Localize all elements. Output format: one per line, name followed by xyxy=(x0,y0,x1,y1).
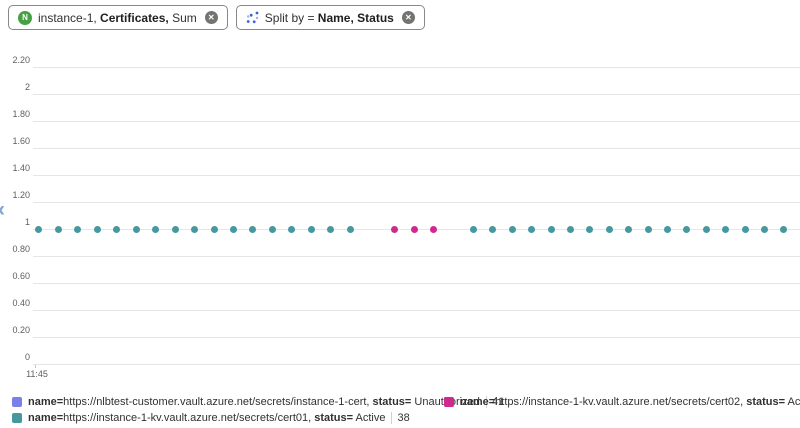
data-point[interactable] xyxy=(151,225,159,233)
gridline xyxy=(33,148,800,149)
data-point[interactable] xyxy=(429,225,437,233)
data-point[interactable] xyxy=(93,225,101,233)
gridline xyxy=(33,256,800,257)
y-axis-label: 0.80 xyxy=(12,244,30,254)
legend-item-label: name=https://instance-1-kv.vault.azure.n… xyxy=(460,396,800,408)
data-point[interactable] xyxy=(527,225,535,233)
data-point[interactable] xyxy=(390,225,398,233)
data-point[interactable] xyxy=(741,225,749,233)
data-point[interactable] xyxy=(190,225,198,233)
gridline xyxy=(33,175,800,176)
data-point[interactable] xyxy=(624,225,632,233)
data-point[interactable] xyxy=(171,225,179,233)
gridline xyxy=(33,67,800,68)
y-axis-label: 2 xyxy=(24,82,30,92)
split-by-pill[interactable]: Split by = Name, Status ✕ xyxy=(235,5,425,30)
legend-item[interactable]: name=https://nlbtest-customer.vault.azur… xyxy=(12,396,504,408)
legend-item[interactable]: name=https://instance-1-kv.vault.azure.n… xyxy=(12,412,410,424)
data-point[interactable] xyxy=(566,225,574,233)
legend-item[interactable]: name=https://instance-1-kv.vault.azure.n… xyxy=(444,396,800,408)
metric-pill[interactable]: N instance-1, Certificates, Sum ✕ xyxy=(8,5,228,30)
remove-split-by-icon[interactable]: ✕ xyxy=(401,11,415,24)
data-point[interactable] xyxy=(488,225,496,233)
data-point[interactable] xyxy=(779,225,787,233)
gridline xyxy=(33,283,800,284)
gridline xyxy=(33,337,800,338)
data-point[interactable] xyxy=(469,225,477,233)
y-axis-label: 2.20 xyxy=(12,55,30,65)
y-axis-label: 0.40 xyxy=(12,298,30,308)
split-by-pill-label: Split by = Name, Status xyxy=(264,10,394,25)
legend-item-label: name=https://instance-1-kv.vault.azure.n… xyxy=(28,412,386,424)
data-point[interactable] xyxy=(585,225,593,233)
data-point[interactable] xyxy=(54,225,62,233)
x-axis-label: 11:45 xyxy=(26,369,48,379)
data-point[interactable] xyxy=(605,225,613,233)
gridline xyxy=(33,364,800,365)
data-point[interactable] xyxy=(229,225,237,233)
data-point[interactable] xyxy=(663,225,671,233)
y-axis-label: 1.60 xyxy=(12,136,30,146)
data-point[interactable] xyxy=(547,225,555,233)
legend-color-swatch xyxy=(12,397,22,407)
data-point[interactable] xyxy=(760,225,768,233)
split-by-icon xyxy=(246,11,259,24)
data-point[interactable] xyxy=(508,225,516,233)
data-point[interactable] xyxy=(210,225,218,233)
gridline xyxy=(33,310,800,311)
data-point[interactable] xyxy=(326,225,334,233)
data-point[interactable] xyxy=(346,225,354,233)
y-axis-label: 1 xyxy=(24,217,30,227)
metric-namespace-icon: N xyxy=(18,10,32,25)
gridline xyxy=(33,202,800,203)
y-axis-label: 1.40 xyxy=(12,163,30,173)
y-axis-label: 0.60 xyxy=(12,271,30,281)
legend-color-swatch xyxy=(444,397,454,407)
data-point[interactable] xyxy=(644,225,652,233)
data-point[interactable] xyxy=(682,225,690,233)
data-point[interactable] xyxy=(307,225,315,233)
data-point[interactable] xyxy=(132,225,140,233)
chart-legend: name=https://nlbtest-customer.vault.azur… xyxy=(0,394,800,428)
data-point[interactable] xyxy=(721,225,729,233)
y-axis-label: 0.20 xyxy=(12,325,30,335)
y-axis-label: 0 xyxy=(24,352,30,362)
y-axis-label: 1.20 xyxy=(12,190,30,200)
data-point[interactable] xyxy=(287,225,295,233)
legend-item-count: 41 xyxy=(485,396,504,408)
legend-item-label: name=https://nlbtest-customer.vault.azur… xyxy=(28,396,480,408)
gridline xyxy=(33,94,800,95)
legend-color-swatch xyxy=(12,413,22,423)
filter-pills: N instance-1, Certificates, Sum ✕ Split … xyxy=(8,5,425,30)
data-point[interactable] xyxy=(73,225,81,233)
data-point[interactable] xyxy=(268,225,276,233)
legend-item-count: 38 xyxy=(391,412,410,424)
data-point[interactable] xyxy=(410,225,418,233)
metric-pill-label: instance-1, Certificates, Sum xyxy=(38,10,197,25)
data-point[interactable] xyxy=(112,225,120,233)
gridline xyxy=(33,121,800,122)
y-axis-label: 1.80 xyxy=(12,109,30,119)
collapse-chevron-icon[interactable]: ‹ xyxy=(0,199,5,220)
data-point[interactable] xyxy=(248,225,256,233)
remove-metric-icon[interactable]: ✕ xyxy=(204,11,218,24)
x-axis-tick xyxy=(35,364,36,368)
data-point[interactable] xyxy=(702,225,710,233)
data-point[interactable] xyxy=(34,225,42,233)
